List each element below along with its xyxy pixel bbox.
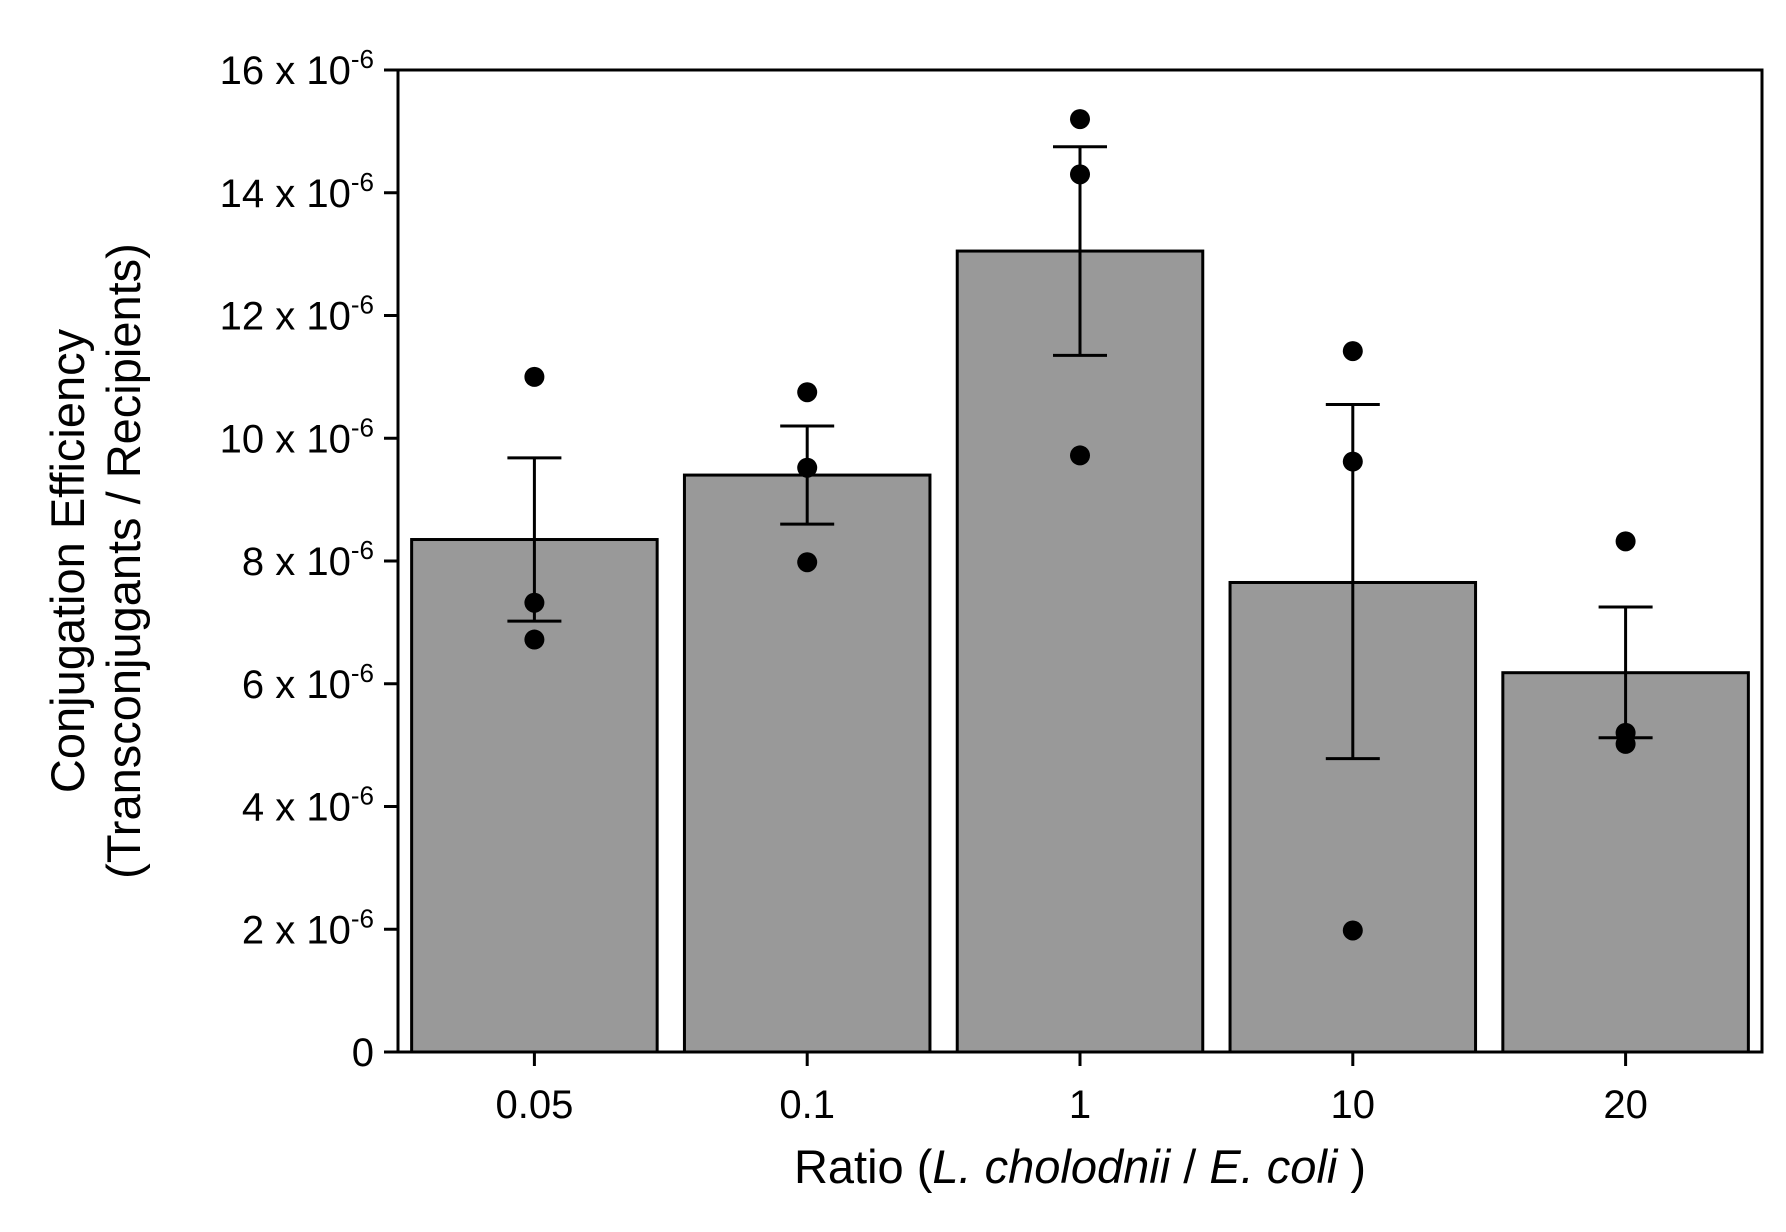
x-axis-title-prefix: Ratio ( xyxy=(794,1140,933,1193)
data-point-1-1 xyxy=(1070,109,1090,130)
y-tick-label: 4 x 10-6 xyxy=(242,781,374,830)
x-axis-title: Ratio (L. cholodnii / E. coli ) xyxy=(794,1140,1366,1193)
y-axis-title-line2: (Transconjugants / Recipients) xyxy=(97,243,150,879)
x-axis-title-italic-2: E. coli xyxy=(1209,1140,1339,1193)
x-axis-title-sep: / xyxy=(1170,1140,1209,1193)
data-point-0.05-1 xyxy=(524,366,545,387)
y-axis: 0 2 x 10-6 4 x 10-6 6 x 10-6 8 x 10-6 10 x 10… xyxy=(220,44,398,1075)
x-tick-label: 10 xyxy=(1331,1083,1376,1127)
bar-1 xyxy=(955,249,1205,1054)
data-point-20-1 xyxy=(1615,531,1636,552)
x-axis-title-italic-1: L. cholodnii xyxy=(932,1140,1171,1193)
data-point-10-1 xyxy=(1342,341,1363,362)
y-tick-label: 0 xyxy=(352,1031,374,1075)
x-axis-title-suffix: ) xyxy=(1337,1140,1366,1193)
y-tick-label: 6 x 10-6 xyxy=(242,658,374,707)
y-tick-label: 8 x 10-6 xyxy=(242,535,374,584)
y-tick-label: 10 x 10-6 xyxy=(220,412,374,461)
y-tick-label: 2 x 10-6 xyxy=(242,903,374,952)
x-tick-label: 1 xyxy=(1069,1083,1091,1127)
y-tick-label: 16 x 10-6 xyxy=(220,44,374,93)
bars-layer xyxy=(410,249,1750,1054)
y-tick-label: 12 x 10-6 xyxy=(220,290,374,339)
y-tick-label: 14 x 10-6 xyxy=(220,167,374,216)
data-point-0.05-2 xyxy=(524,592,545,613)
bar-0.05 xyxy=(410,538,659,1054)
data-point-0.1-3 xyxy=(797,552,818,573)
data-point-0.1-2 xyxy=(797,457,818,478)
x-tick-label: 20 xyxy=(1603,1083,1648,1127)
data-point-0.1-1 xyxy=(797,382,818,403)
data-point-1-2 xyxy=(1070,164,1090,185)
x-tick-label: 0.1 xyxy=(779,1083,835,1127)
points-layer xyxy=(524,109,1636,941)
data-point-10-3 xyxy=(1342,920,1363,941)
x-tick-label: 0.05 xyxy=(495,1083,573,1127)
x-axis: 0.05 0.1 1 10 20 xyxy=(495,1052,1648,1127)
data-point-0.05-3 xyxy=(524,629,545,650)
data-point-1-3 xyxy=(1070,445,1090,466)
data-point-20-3 xyxy=(1615,733,1636,754)
data-point-10-2 xyxy=(1342,451,1363,472)
y-axis-title-line1: Conjugation Efficiency xyxy=(41,328,94,793)
